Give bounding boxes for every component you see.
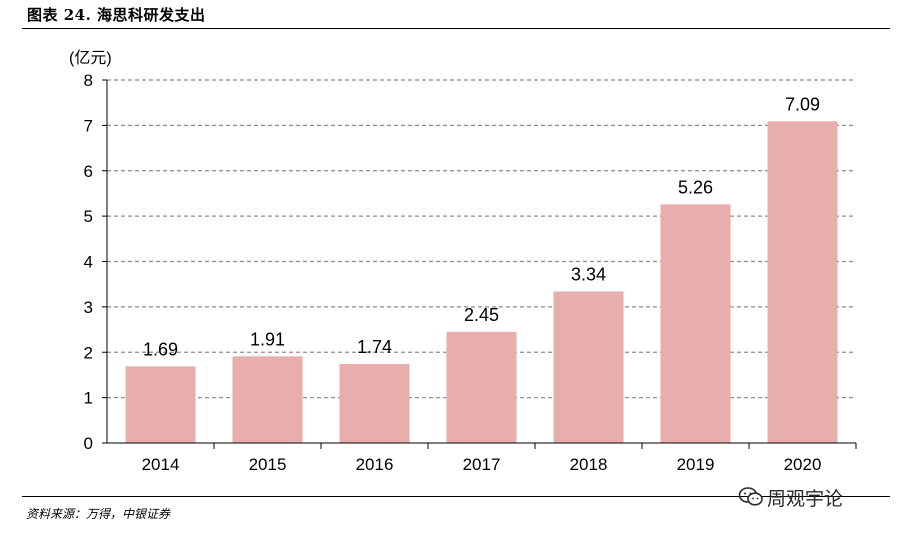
watermark: 周观宇论 bbox=[738, 482, 843, 512]
data-label: 3.34 bbox=[571, 264, 606, 284]
y-tick-labels: 0 1 2 3 4 5 6 7 8 bbox=[84, 71, 93, 453]
data-label: 1.91 bbox=[250, 329, 285, 349]
bar bbox=[767, 121, 838, 443]
y-tick-label: 3 bbox=[84, 298, 93, 317]
source-note: 资料来源：万得，中银证券 bbox=[26, 507, 171, 521]
bars-group bbox=[125, 121, 838, 443]
y-tick-label: 6 bbox=[84, 162, 93, 181]
y-tick-label: 0 bbox=[84, 434, 93, 453]
y-axis-unit-label: (亿元) bbox=[69, 49, 112, 67]
y-tick-label: 8 bbox=[84, 71, 93, 90]
x-tick-label: 2020 bbox=[784, 455, 822, 474]
top-rule bbox=[22, 28, 890, 29]
bar bbox=[446, 331, 517, 443]
bar bbox=[339, 364, 410, 443]
data-label: 1.74 bbox=[357, 337, 392, 357]
x-tick-label: 2019 bbox=[677, 455, 715, 474]
wechat-icon bbox=[738, 487, 763, 506]
x-tick-label: 2017 bbox=[463, 455, 501, 474]
bottom-rule bbox=[22, 496, 890, 497]
data-label: 7.09 bbox=[785, 94, 820, 114]
x-tick-label: 2014 bbox=[142, 455, 180, 474]
bar bbox=[660, 204, 731, 443]
data-labels: 1.69 1.91 1.74 2.45 3.34 5.26 7.09 bbox=[143, 94, 820, 359]
x-tick-label: 2018 bbox=[570, 455, 608, 474]
bar bbox=[553, 291, 624, 443]
data-label: 5.26 bbox=[678, 177, 713, 197]
axes bbox=[102, 79, 857, 449]
bar bbox=[125, 366, 196, 443]
data-label: 1.69 bbox=[143, 339, 178, 359]
y-tick-label: 7 bbox=[84, 116, 93, 135]
figure-title: 图表 24. 海思科研发支出 bbox=[27, 6, 206, 24]
x-tick-label: 2015 bbox=[249, 455, 287, 474]
y-tick-label: 1 bbox=[84, 389, 93, 408]
data-label: 2.45 bbox=[464, 305, 499, 325]
y-tick-label: 4 bbox=[84, 253, 93, 272]
x-tick-labels: 2014 2015 2016 2017 2018 2019 2020 bbox=[142, 455, 822, 474]
watermark-text: 周观宇论 bbox=[767, 487, 844, 510]
x-tick-label: 2016 bbox=[356, 455, 394, 474]
y-tick-label: 2 bbox=[84, 343, 93, 362]
y-tick-label: 5 bbox=[84, 207, 93, 226]
bar bbox=[232, 356, 303, 443]
